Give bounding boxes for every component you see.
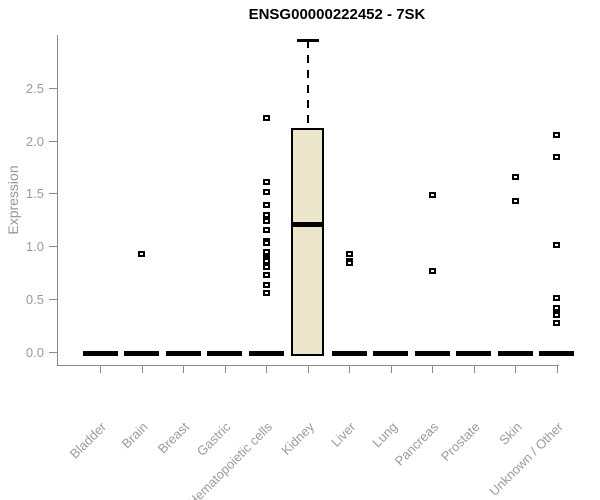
zero-value-dash: [456, 351, 491, 356]
zero-value-dash: [373, 351, 408, 356]
y-axis-tick: [49, 246, 57, 248]
data-point: [553, 320, 560, 327]
x-axis-label: Gastric: [194, 419, 234, 459]
data-point: [262, 282, 270, 289]
zero-value-dash: [414, 351, 450, 356]
y-axis-tick: [49, 352, 57, 353]
x-axis-line: [57, 365, 559, 366]
zero-value-dash: [331, 351, 367, 356]
x-axis-tick: [141, 366, 143, 373]
data-point: [262, 189, 270, 196]
x-axis-tick: [556, 366, 558, 373]
box-whisker-cap: [296, 39, 319, 43]
data-point: [262, 264, 270, 271]
data-point: [262, 240, 270, 247]
y-axis-tick: [49, 193, 57, 195]
data-point: [262, 258, 270, 265]
zero-value-dash: [124, 351, 159, 356]
data-point: [553, 153, 560, 160]
y-axis-tick: [49, 140, 57, 142]
data-point: [553, 242, 560, 249]
data-point: [262, 115, 270, 122]
x-axis-label: Lung: [368, 419, 400, 451]
zero-value-dash: [539, 351, 574, 356]
box-iqr: [291, 127, 324, 356]
y-axis-tick: [49, 299, 57, 301]
y-axis-tick: [49, 87, 57, 89]
y-axis-tick-label: 0.0: [25, 345, 44, 360]
y-axis-tick-label: 0.5: [25, 292, 44, 308]
data-point: [345, 250, 353, 257]
plot-area: 0.0 0.5 1.0 1.5 2.0 2.5 Bladder Brain Breast Gast…: [26, 35, 574, 500]
x-axis-tick: [307, 366, 309, 373]
x-axis-tick: [432, 366, 433, 373]
data-point: [262, 217, 270, 224]
x-axis-tick: [224, 366, 226, 373]
zero-value-dash: [248, 351, 284, 356]
x-axis-tick: [100, 366, 101, 373]
data-point: [553, 304, 560, 311]
chart-title: ENSG00000222452 - 7SK: [248, 6, 426, 23]
data-point: [553, 312, 560, 318]
y-axis-tick-label: 2.0: [25, 133, 44, 149]
y-axis-tick-label: 2.5: [25, 80, 44, 96]
x-axis-tick: [266, 366, 267, 373]
data-point: [428, 267, 436, 274]
x-axis-tick: [349, 366, 350, 373]
y-axis-tick-label: 1.5: [25, 186, 44, 202]
x-axis-tick: [515, 366, 516, 373]
zero-value-dash: [207, 351, 242, 356]
data-point: [511, 173, 519, 180]
x-axis-tick: [390, 366, 392, 373]
x-axis-label: Brain: [118, 419, 151, 452]
data-point: [262, 227, 270, 234]
x-axis-label: Pancreas: [391, 419, 442, 469]
x-axis-label: Bladder: [67, 419, 110, 462]
data-point: [262, 178, 270, 185]
box-whisker: [306, 40, 309, 128]
data-point: [262, 202, 270, 209]
x-axis-label: Breast: [155, 419, 193, 457]
box-median-line: [291, 222, 324, 228]
data-point: [262, 211, 270, 218]
data-point: [428, 191, 436, 198]
x-axis-tick: [473, 366, 475, 373]
data-point: [138, 250, 145, 257]
data-point: [553, 132, 560, 139]
data-point: [262, 271, 270, 278]
data-point: [553, 295, 560, 302]
x-axis-label: Prostate: [437, 419, 483, 465]
data-point: [262, 289, 270, 296]
zero-value-dash: [497, 351, 533, 356]
zero-value-dash: [82, 351, 118, 356]
data-point: [345, 260, 353, 267]
data-point: [511, 197, 519, 204]
y-axis-tick-label: 1.0: [25, 239, 44, 255]
x-axis-tick: [183, 366, 184, 373]
y-axis-line: [57, 35, 58, 365]
x-axis-label: Skin: [495, 419, 525, 448]
data-point: [262, 248, 270, 255]
x-axis-label: Liver: [327, 419, 359, 450]
x-axis-label: Kidney: [278, 419, 317, 458]
zero-value-dash: [165, 351, 201, 356]
x-axis-label: Unknown / Other: [486, 419, 566, 499]
